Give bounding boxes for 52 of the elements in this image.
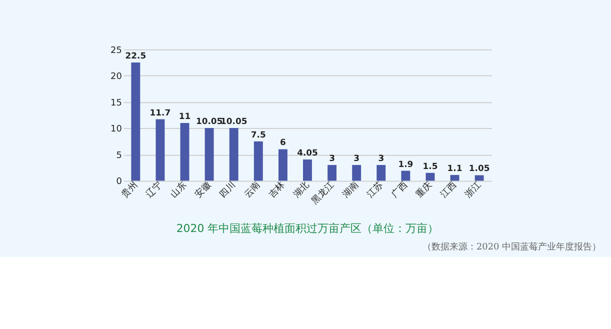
x-tick-label: 浙江 [463,180,484,200]
x-tick-label: 安徽 [193,180,214,200]
x-tick-label: 江苏 [364,180,386,200]
bar [204,128,214,181]
x-tick-label: 重庆 [414,180,434,200]
data-label: 10.05 [196,116,223,126]
data-label: 3 [329,153,336,163]
text: 2020 年中国蓝莓种植面积过万亩产区（单位：万亩） [176,222,439,236]
data-label: 4.05 [297,147,318,158]
x-tick-label: 山东 [168,180,189,200]
x-tick-label: 广西 [389,180,410,200]
data-label: 1.1 [447,162,462,173]
x-tick-label: 云南 [242,180,263,200]
x-tick-label: 江西 [438,180,459,200]
x-tick-label: 辽宁 [144,180,164,200]
data-label: 1.9 [398,158,414,169]
data-label: 3 [378,153,384,163]
y-tick-label: 5 [116,150,122,161]
data-label: 1.5 [422,160,438,171]
x-tick-label: 黑龙江 [309,180,336,207]
bar [156,119,165,181]
bar [254,141,263,181]
data-label: 22.5 [125,50,146,61]
bar [450,174,460,181]
data-label: 10.05 [220,116,248,126]
bar [131,62,140,181]
bar [426,172,435,181]
bar [303,159,312,181]
x-tick-label: 吉林 [266,180,288,200]
y-tick-label: 0 [116,177,122,188]
bar [376,164,386,181]
y-tick-label: 25 [110,46,122,56]
y-tick-label: 20 [110,72,122,82]
text: （数据来源：2020 中国蓝莓产业年度报告） [422,241,602,252]
y-tick-label: 10 [110,124,122,135]
bar [278,149,288,181]
bar [474,175,484,181]
data-label: 11.7 [150,107,171,118]
bar [229,128,238,181]
x-tick-label: 湖南 [340,180,361,200]
bar [328,164,337,181]
data-label: 6 [280,137,286,148]
y-tick-label: 15 [110,98,122,108]
x-tick-label: 四川 [218,180,238,200]
bar [401,170,410,181]
data-label: 3 [354,153,360,163]
data-label: 7.5 [250,129,266,140]
bar [352,164,362,181]
bar [180,122,190,181]
data-label: 1.05 [468,163,490,174]
data-label: 11 [178,110,191,121]
x-tick-label: 湖北 [291,180,312,200]
